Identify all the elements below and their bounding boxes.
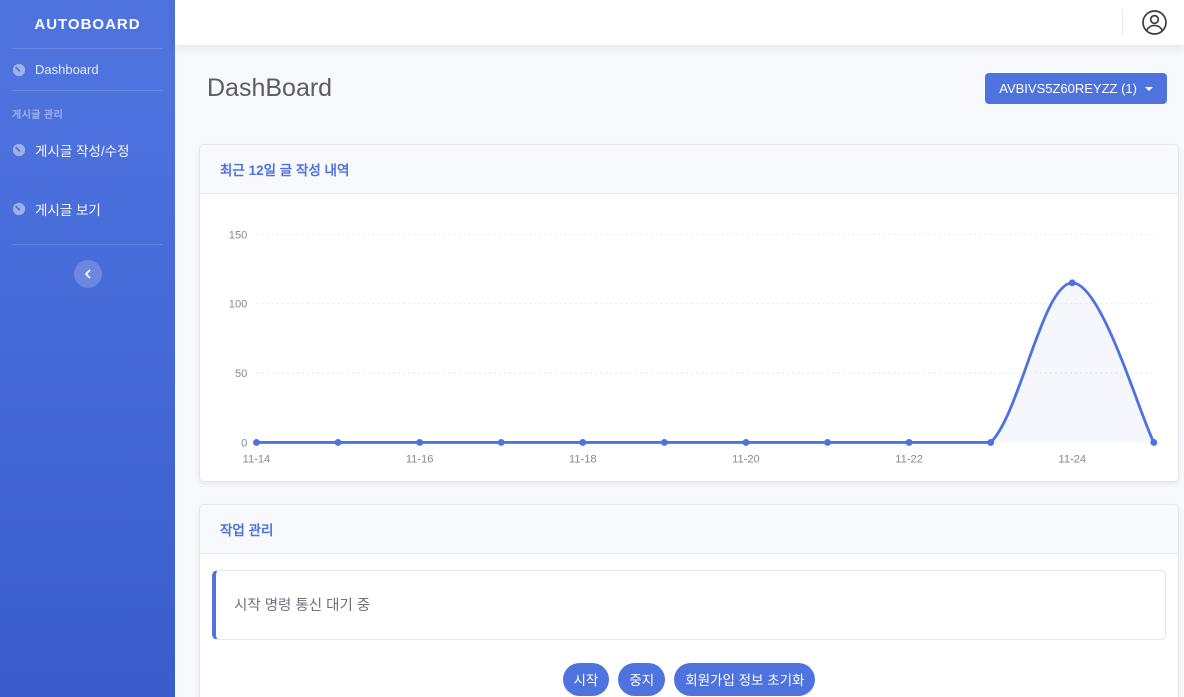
sidebar-divider [12,48,163,49]
status-message-box: 시작 명령 통신 대기 중 [212,569,1166,640]
sidebar-divider [12,90,163,91]
task-management-card: 작업 관리 시작 명령 통신 대기 중 시작 중지 회원가입 정보 초기화 [199,503,1179,697]
task-button-row: 시작 중지 회원가입 정보 초기화 [212,662,1166,696]
svg-text:150: 150 [229,229,248,241]
status-message-text: 시작 명령 통신 대기 중 [234,598,371,615]
task-card-body: 시작 명령 통신 대기 중 시작 중지 회원가입 정보 초기화 [200,554,1178,697]
svg-text:11-22: 11-22 [895,454,923,466]
sidebar-collapse-area [0,245,175,303]
line-chart: 0 50 100 150 11-14 11-16 11-18 11-20 11-22 11-24 [229,229,1158,466]
account-dropdown-label: AVBIVS5Z60REYZZ (1) [999,81,1137,96]
person-circle-icon [1141,9,1168,36]
svg-text:100: 100 [229,299,248,311]
svg-text:11-20: 11-20 [732,454,760,466]
gauge-icon [12,143,26,157]
svg-text:0: 0 [241,438,247,450]
svg-text:11-14: 11-14 [243,454,271,466]
sidebar-collapse-button[interactable] [73,260,102,288]
sidebar-section-heading: 게시글 관리 [12,110,64,121]
svg-text:11-24: 11-24 [1058,454,1086,466]
page-content: DashBoard AVBIVS5Z60REYZZ (1) 최근 12일 글 작… [175,45,1184,697]
account-dropdown-button[interactable]: AVBIVS5Z60REYZZ (1) [985,73,1167,104]
chart-card-title: 최근 12일 글 작성 내역 [200,145,1178,194]
svg-text:50: 50 [235,368,247,380]
sidebar: AUTOBOARD Dashboard 게시글 관리 [0,0,175,697]
sidebar-item-label: 게시글 작성/수정 [35,144,130,159]
recent-posts-chart-card: 최근 12일 글 작성 내역 0 50 100 150 11-14 11-16 11-18 1… [199,144,1179,482]
task-card-title: 작업 관리 [200,504,1178,554]
svg-text:11-18: 11-18 [569,454,597,466]
sidebar-item-label: 게시글 보기 [35,203,101,218]
user-menu-button[interactable] [1141,9,1168,36]
chevron-left-icon [83,269,93,279]
sidebar-divider [12,244,163,245]
sidebar-item-dashboard[interactable]: Dashboard [0,49,175,90]
svg-text:11-16: 11-16 [406,454,434,466]
sidebar-item-post-edit[interactable]: 게시글 작성/수정 [0,125,175,175]
gauge-icon [12,63,26,77]
stop-button[interactable]: 중지 [618,662,666,696]
reset-signup-info-button[interactable]: 회원가입 정보 초기화 [674,662,816,696]
chart-canvas: 0 50 100 150 11-14 11-16 11-18 11-20 11-22 11-24 [200,194,1178,481]
page-title: DashBoard [207,74,333,102]
brand-title: AUTOBOARD [34,15,141,33]
start-button[interactable]: 시작 [562,662,610,696]
sidebar-item-post-view[interactable]: 게시글 보기 [0,184,175,234]
main-area: DashBoard AVBIVS5Z60REYZZ (1) 최근 12일 글 작… [175,0,1184,697]
topbar-divider [1122,10,1123,35]
gauge-icon [12,202,26,216]
caret-down-icon [1145,86,1153,91]
topbar [175,0,1184,45]
sidebar-item-label: Dashboard [35,62,99,77]
page-head: DashBoard AVBIVS5Z60REYZZ (1) [199,73,1179,104]
